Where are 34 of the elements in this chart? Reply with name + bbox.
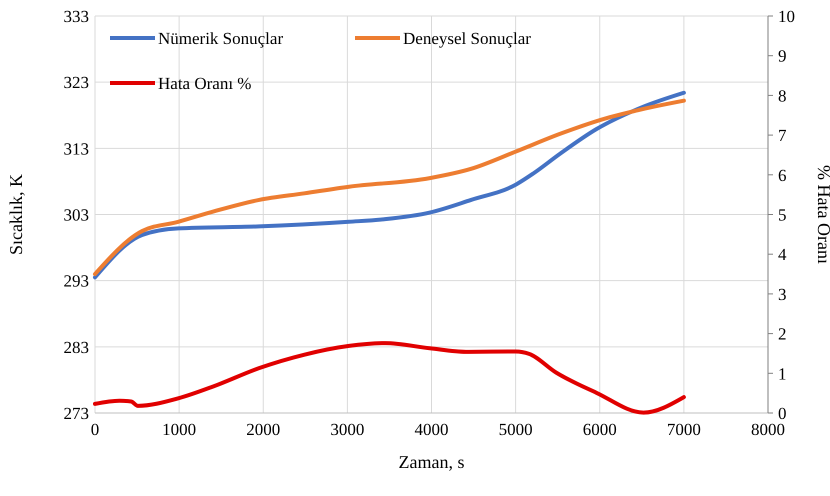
y2-tick-label: 10: [778, 7, 795, 26]
y2-tick-label: 7: [778, 126, 787, 146]
legend-label: Deneysel Sonuçlar: [403, 29, 532, 48]
y2-tick-label: 8: [778, 86, 786, 106]
y2-tick-label: 4: [778, 245, 787, 264]
legend-label: Nümerik Sonuçlar: [158, 29, 284, 48]
y-tick-label: 323: [64, 73, 89, 92]
y2-tick-label: 9: [778, 46, 786, 66]
y2-tick-label: 1: [778, 364, 786, 384]
x-tick-label: 8000: [751, 420, 785, 439]
x-tick-label: 0: [90, 420, 100, 439]
y2-tick-label: 5: [778, 206, 786, 224]
y-tick-label: 273: [64, 404, 89, 423]
y-tick-label: 333: [64, 7, 89, 26]
y2-tick-label: 0: [778, 404, 786, 423]
x-tick-label: 3000: [330, 420, 364, 439]
y-axis-title: Sıcaklık, K: [6, 174, 26, 255]
y2-tick-label: 6: [778, 166, 786, 185]
x-tick-label: 7000: [666, 420, 701, 439]
x-tick-label: 1000: [162, 420, 196, 439]
x-axis-title: Zaman, s: [398, 452, 464, 472]
y-tick-label: 313: [64, 139, 89, 158]
line-series: [93, 341, 686, 415]
y-tick-label: 293: [64, 272, 89, 291]
y2-tick-label: 2: [778, 324, 786, 344]
y-tick-label: 303: [64, 206, 89, 224]
x-tick-label: 5000: [498, 420, 533, 439]
x-tick-label: 2000: [246, 420, 280, 439]
x-tick-label: 4000: [414, 420, 448, 439]
y2-axis-title: % Hata Oranı: [814, 165, 830, 264]
y-tick-label: 283: [64, 338, 89, 357]
legend-label: Hata Oranı %: [158, 74, 252, 93]
x-tick-label: 6000: [582, 420, 617, 439]
y2-tick-label: 3: [778, 284, 786, 304]
